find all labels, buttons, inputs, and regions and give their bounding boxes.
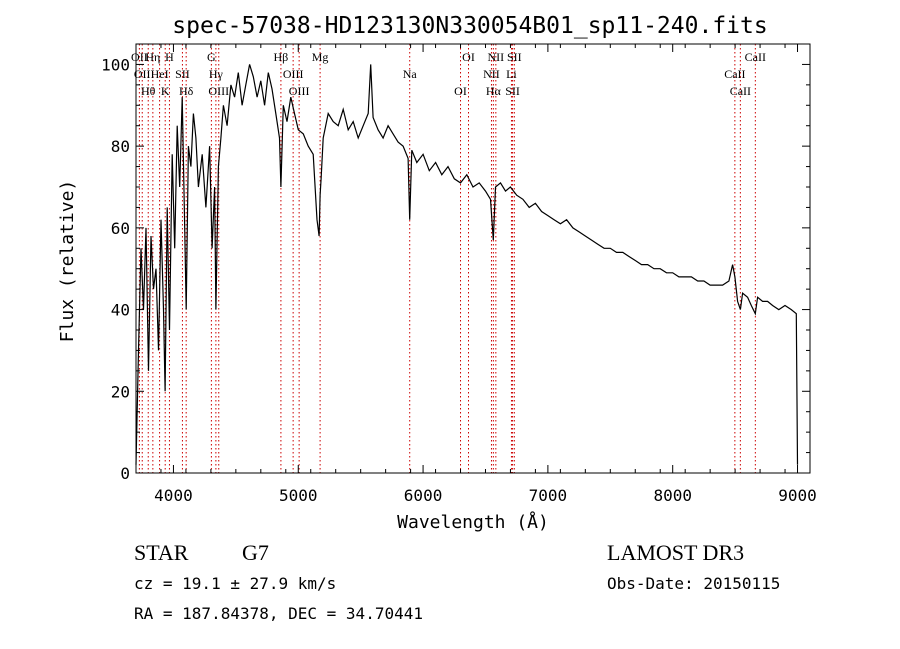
marker-label-sii: SII [175,67,190,81]
marker-label-sii: SII [505,84,520,98]
y-tick-label: 80 [111,137,130,156]
x-tick-label: 4000 [154,486,193,505]
survey-name: LAMOST DR3 [607,540,745,565]
x-tick-label: 6000 [404,486,443,505]
redshift-value: cz = 19.1 ± 27.9 km/s [134,574,337,593]
marker-label-caii: CaII [745,50,766,64]
line-marker-labels: OIIOIIHθHηHeIKHSIIHδGHγOIIIHβOIIIOIIIMgN… [131,50,766,98]
spectrum-line [135,64,799,465]
marker-label-hei: HeI [151,67,169,81]
x-axis-label: Wavelength (Å) [397,511,549,533]
plot-frame [135,43,811,474]
marker-label-li: Li [506,67,517,81]
marker-label-na: Na [403,67,418,81]
marker-label-k: K [161,84,170,98]
x-tick-label: 9000 [778,486,817,505]
marker-label-mg: Mg [312,50,329,64]
marker-label-hθ: Hθ [141,84,156,98]
marker-label-nii: NII [488,50,505,64]
y-tick-label: 60 [111,219,130,238]
y-tick-label: 0 [120,464,130,483]
marker-label-oii: OII [134,67,151,81]
x-tick-label: 8000 [653,486,692,505]
marker-label-hβ: Hβ [274,50,289,64]
marker-label-caii: CaII [724,67,745,81]
object-subclass: G7 [242,540,269,565]
object-class: STAR [134,540,189,565]
marker-label-g: G [207,50,216,64]
x-axis-ticks: 4000 5000 6000 7000 8000 9000 [135,44,817,505]
y-tick-label: 20 [111,382,130,401]
marker-label-oiii: OIII [289,84,310,98]
marker-label-oiii: OIII [208,84,229,98]
marker-label-sii: SII [507,50,522,64]
y-tick-label: 40 [111,301,130,320]
marker-label-hγ: Hγ [209,67,224,81]
x-tick-label: 7000 [529,486,568,505]
marker-label-hη: Hη [145,50,160,64]
y-axis-ticks: 0 20 40 60 80 100 [101,55,810,483]
marker-label-nii: NII [483,67,500,81]
line-markers [138,44,756,473]
marker-label-oiii: OIII [283,67,304,81]
observation-date: Obs-Date: 20150115 [607,574,781,593]
marker-label-oi: OI [462,50,475,64]
y-axis-label: Flux (relative) [57,180,78,343]
marker-label-oi: OI [454,84,467,98]
marker-label-h: H [165,50,174,64]
marker-label-hα: Hα [486,84,502,98]
marker-label-hδ: Hδ [179,84,194,98]
marker-label-caii: CaII [730,84,751,98]
coordinates: RA = 187.84378, DEC = 34.70441 [134,604,423,623]
chart-title: spec-57038-HD123130N330054B01_sp11-240.f… [172,13,767,39]
x-tick-label: 5000 [279,486,318,505]
marker-label-oii: OII [131,50,148,64]
y-tick-label: 100 [101,55,130,74]
